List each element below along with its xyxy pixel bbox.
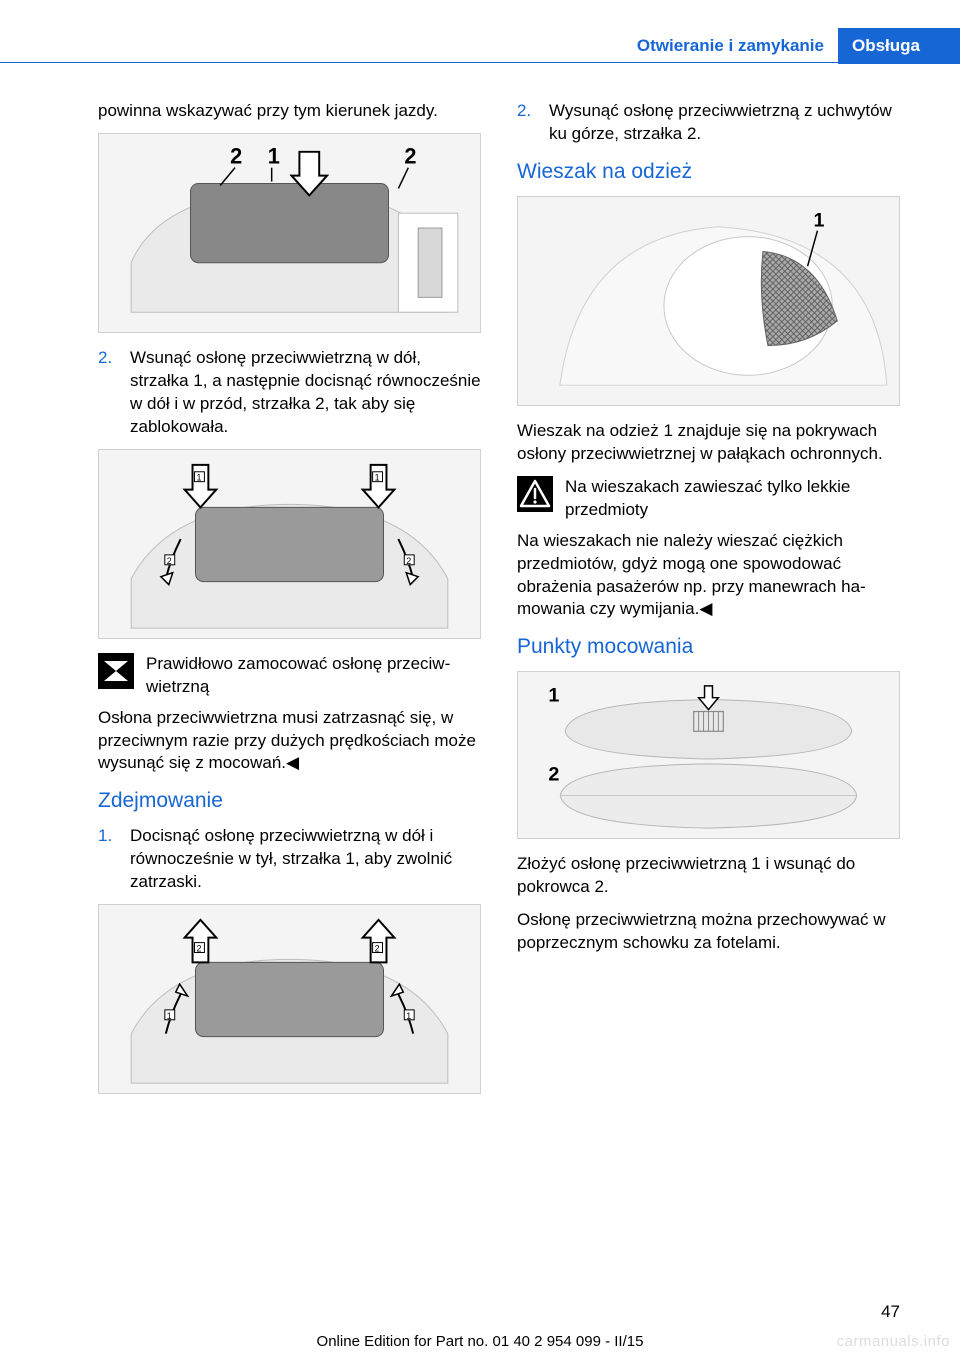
remove-step-2: 2. Wysunąć osłonę przeciwwietrzną z uchw… <box>517 100 900 146</box>
header-subsection: Otwieranie i zamykanie <box>623 28 838 64</box>
svg-text:2: 2 <box>548 764 559 786</box>
figure-remove-1: 2 2 1 1 <box>98 904 481 1094</box>
svg-text:1: 1 <box>268 144 280 169</box>
svg-text:1: 1 <box>406 1011 411 1021</box>
svg-text:2: 2 <box>196 944 201 954</box>
wieszak-paragraph: Wieszak na odzież 1 znajduje się na pokr… <box>517 420 900 466</box>
punkty-paragraph-2: Osłonę przeciwwietrzną można przechowywa… <box>517 909 900 955</box>
svg-text:2: 2 <box>230 144 242 169</box>
page-number: 47 <box>881 1302 900 1322</box>
warning-paragraph: Na wieszakach nie należy wieszać ciężkic… <box>517 530 900 622</box>
svg-text:1: 1 <box>375 472 380 482</box>
header-section: Obsługa <box>838 28 960 64</box>
info-paragraph: Osłona przeciwwietrzna musi zatrzasnąć s… <box>98 707 481 776</box>
step-number: 1. <box>98 825 130 894</box>
punkty-paragraph-1: Złożyć osłonę przeciwwietrzną 1 i wsunąć… <box>517 853 900 899</box>
info-box: Prawidłowo zamocować osłonę przeciw­wiet… <box>98 653 481 699</box>
header-rule <box>0 62 960 63</box>
step-text: Docisnąć osłonę przeciwwietrzną w dół i … <box>130 825 481 894</box>
figure-punkty-svg: 1 2 <box>518 672 899 838</box>
step-text: Wsunąć osłonę przeciwwietrzną w dół, str… <box>130 347 481 439</box>
step-text: Wysunąć osłonę przeciwwietrzną z uchwy­t… <box>549 100 900 146</box>
heading-punkty: Punkty mocowania <box>517 635 900 659</box>
svg-text:1: 1 <box>167 1011 172 1021</box>
figure-install-1: 2 1 2 <box>98 133 481 333</box>
watermark: carmanuals.info <box>837 1333 950 1350</box>
left-column: powinna wskazywać przy tym kierunek jazd… <box>98 100 481 1302</box>
figure-install-1-svg: 2 1 2 <box>99 134 480 332</box>
right-column: 2. Wysunąć osłonę przeciwwietrzną z uchw… <box>517 100 900 1302</box>
footer-text: Online Edition for Part no. 01 40 2 954 … <box>0 1333 960 1350</box>
page-content: powinna wskazywać przy tym kierunek jazd… <box>0 100 960 1302</box>
svg-text:2: 2 <box>167 555 172 565</box>
remove-step-1: 1. Docisnąć osłonę przeciwwietrzną w dół… <box>98 825 481 894</box>
figure-install-2: 1 1 2 2 <box>98 449 481 639</box>
intro-text: powinna wskazywać przy tym kierunek jazd… <box>98 100 481 123</box>
step-number: 2. <box>98 347 130 439</box>
svg-text:1: 1 <box>548 685 559 707</box>
svg-text:1: 1 <box>196 472 201 482</box>
heading-wieszak: Wieszak na odzież <box>517 160 900 184</box>
info-text: Prawidłowo zamocować osłonę przeciw­wiet… <box>146 653 481 699</box>
svg-text:2: 2 <box>406 555 411 565</box>
svg-text:1: 1 <box>813 210 824 232</box>
warning-box: Na wieszakach zawieszać tylko lekkie prz… <box>517 476 900 522</box>
figure-wieszak: 1 <box>517 196 900 406</box>
warning-text: Na wieszakach zawieszać tylko lekkie prz… <box>565 476 900 522</box>
heading-zdejmowanie: Zdejmowanie <box>98 789 481 813</box>
svg-text:2: 2 <box>375 944 380 954</box>
svg-text:2: 2 <box>404 144 416 169</box>
figure-install-2-svg: 1 1 2 2 <box>99 450 480 638</box>
figure-punkty: 1 2 <box>517 671 900 839</box>
info-icon <box>98 653 134 689</box>
install-step-2: 2. Wsunąć osłonę przeciwwietrzną w dół, … <box>98 347 481 439</box>
header-bar: Otwieranie i zamykanie Obsługa <box>623 28 960 64</box>
warning-icon <box>517 476 553 512</box>
figure-remove-1-svg: 2 2 1 1 <box>99 905 480 1093</box>
figure-wieszak-svg: 1 <box>518 197 899 405</box>
step-number: 2. <box>517 100 549 146</box>
